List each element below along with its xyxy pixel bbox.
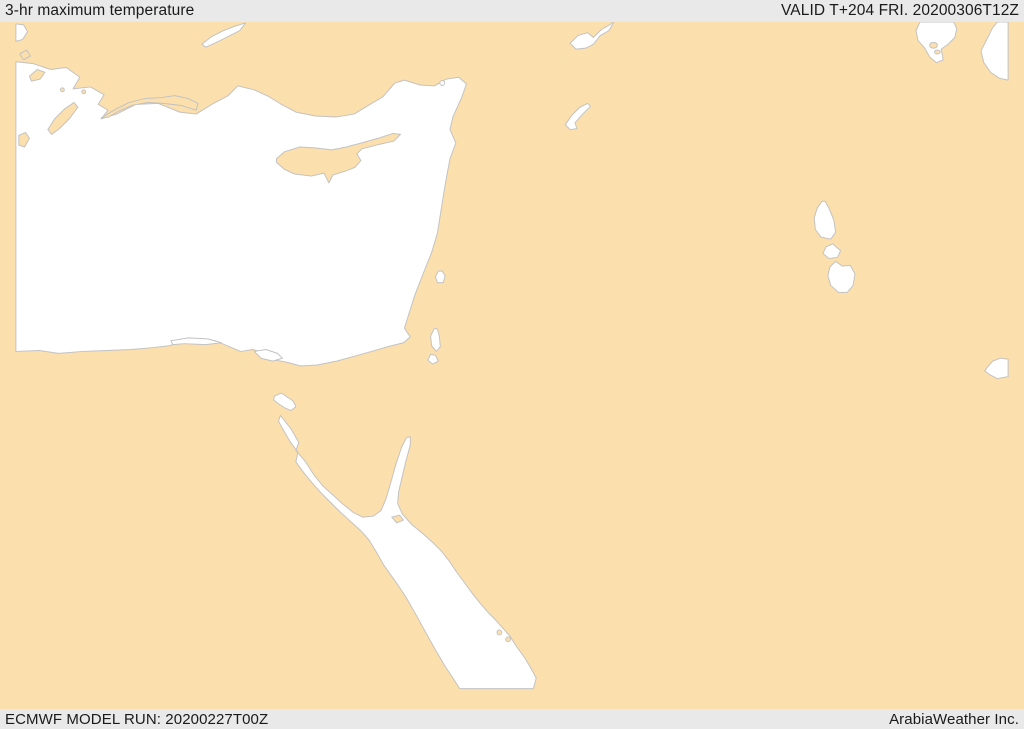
dead-sea [430,327,441,352]
bodrum-datca-peninsula [100,95,199,119]
header-bar: 3-hr maximum temperature VALID T+204 FRI… [0,0,1024,22]
cyprus-island [276,132,402,184]
mediterranean-sea [15,61,467,367]
mesopotamian-marshes [984,357,1009,380]
lake-razzaza [827,260,856,293]
page-title: 3-hr maximum temperature [5,2,195,19]
map-canvas [15,22,1009,709]
lake-bardawil [253,349,283,362]
weather-map [0,22,1024,709]
dead-sea-south-basin [427,353,439,365]
red-sea-islet-1 [496,629,503,636]
aegean-island-b [28,68,46,82]
nile-delta-lagoons [170,337,222,346]
valid-time-label: VALID T+204 FRI. 20200306T12Z [781,2,1019,19]
ataturk-reservoir [569,22,615,50]
iskenderun-islet-mark [439,80,446,86]
lake-habbaniyah [822,243,841,259]
sea-of-galilee [434,270,446,284]
model-run-label: ECMWF MODEL RUN: 20200227T00Z [5,710,269,728]
rhodes-island [18,131,30,148]
lake-urmia [915,22,958,64]
urmia-island-1 [929,41,938,49]
aegean-islet-dot [59,87,65,93]
lake-tharthar [813,200,837,240]
lake-assad [564,102,591,131]
suez-canal-lakes [273,392,297,412]
credit-label: ArabiaWeather Inc. [889,710,1019,728]
aegean-island-c [19,49,31,61]
urmia-island-2 [933,49,941,55]
footer-bar: ECMWF MODEL RUN: 20200227T00Z ArabiaWeat… [0,709,1024,729]
red-sea-islet-2 [505,636,512,643]
aegean-island-a [47,101,79,135]
aegean-islet-dot2 [81,89,87,95]
tiran-island [391,514,404,524]
red-sea [277,414,537,690]
aegean-corner-sea [15,23,28,42]
lake-tuz [201,22,247,48]
caspian-sea-edge [980,22,1009,81]
